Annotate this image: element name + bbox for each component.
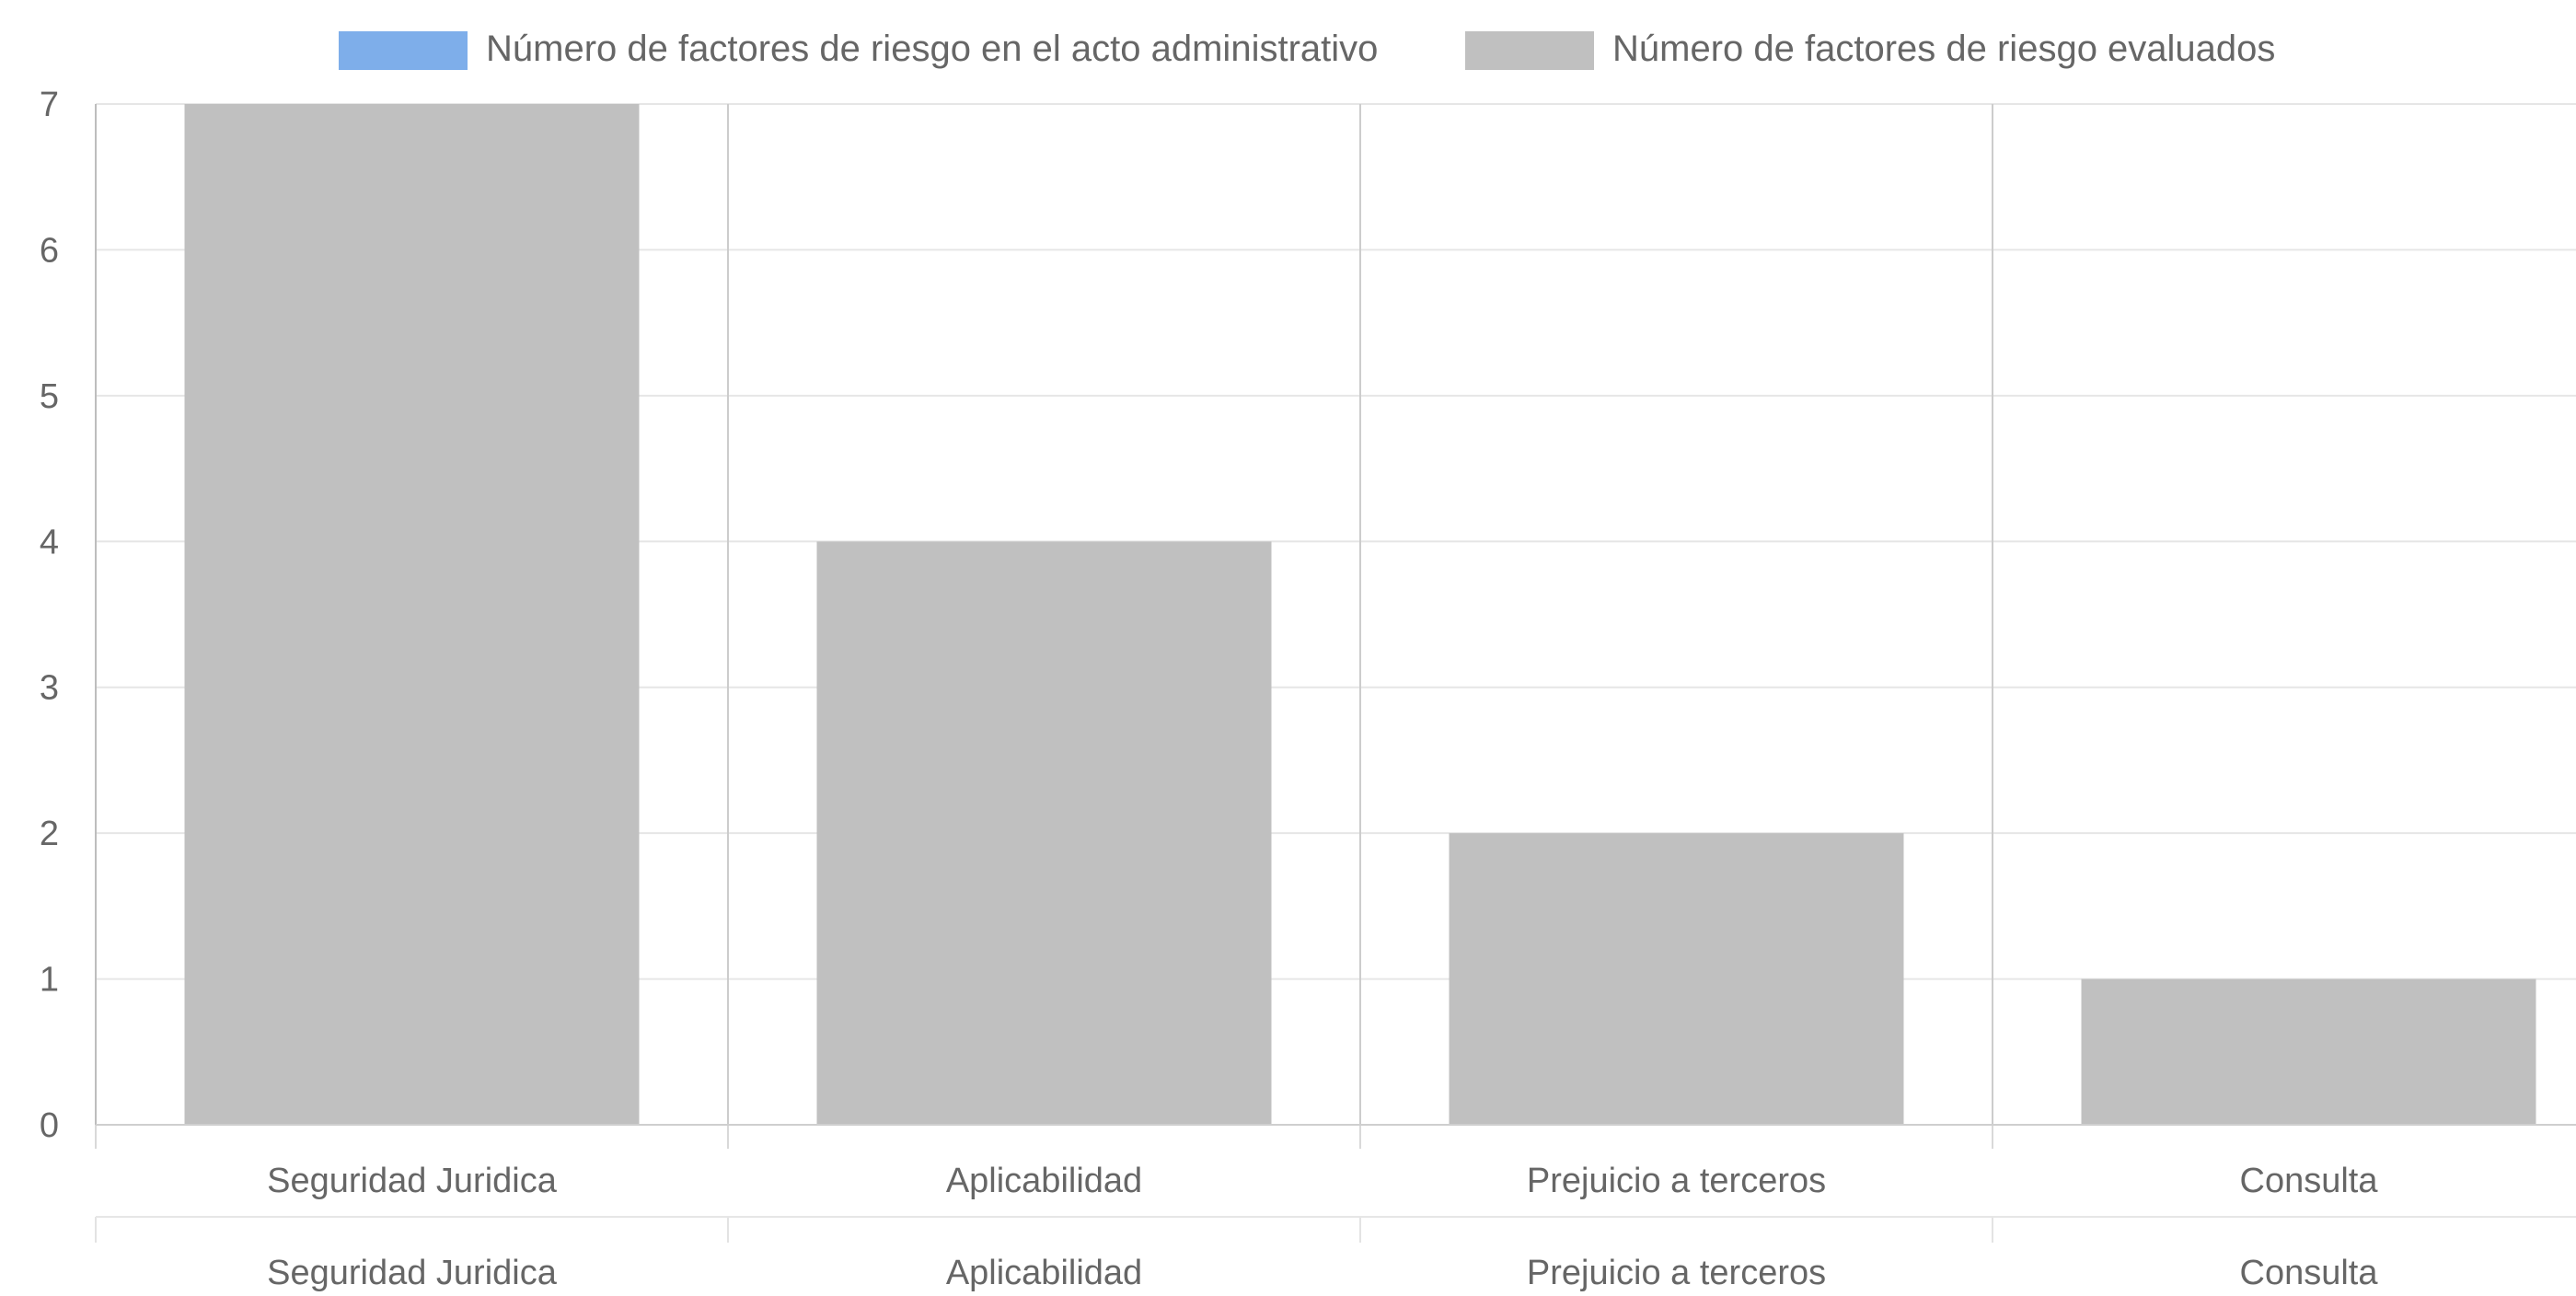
x-tick-label: Seguridad Juridica xyxy=(267,1162,558,1200)
y-tick-label: 0 xyxy=(40,1106,59,1145)
legend-swatch xyxy=(339,31,468,70)
bar xyxy=(816,541,1272,1125)
y-tick-label: 6 xyxy=(40,231,59,270)
legend: Número de factores de riesgo en el acto … xyxy=(339,29,2275,70)
bars xyxy=(184,104,2536,1125)
y-tick-label: 2 xyxy=(40,815,59,853)
y-tick-label: 5 xyxy=(40,377,59,416)
x-tick-label-secondary: Seguridad Juridica xyxy=(267,1254,558,1292)
y-tick-labels: 0 1 2 3 4 5 6 7 xyxy=(40,86,59,1145)
y-tick-label: 1 xyxy=(40,961,59,1000)
x-tick-label: Consulta xyxy=(2240,1162,2379,1200)
x-tick-label-secondary: Aplicabilidad xyxy=(946,1254,1142,1292)
bar xyxy=(2081,978,2536,1125)
x-tick-label-secondary: Prejuicio a terceros xyxy=(1527,1254,1826,1292)
y-tick-label: 3 xyxy=(40,669,59,708)
x-tick-labels: Seguridad Juridica Aplicabilidad Prejuicio… xyxy=(267,1162,2378,1292)
x-tick-label: Prejuicio a terceros xyxy=(1527,1162,1826,1200)
legend-label: Número de factores de riesgo en el acto … xyxy=(486,29,1378,69)
x-tick-label-secondary: Consulta xyxy=(2240,1254,2379,1292)
x-tick-label: Aplicabilidad xyxy=(946,1162,1142,1200)
y-tick-label: 7 xyxy=(40,86,59,124)
bar xyxy=(184,104,640,1125)
legend-swatch xyxy=(1465,31,1594,70)
y-tick-label: 4 xyxy=(40,523,59,561)
axes xyxy=(95,1124,2576,1243)
legend-label: Número de factores de riesgo evaluados xyxy=(1612,29,2275,69)
bar xyxy=(1449,833,1904,1125)
